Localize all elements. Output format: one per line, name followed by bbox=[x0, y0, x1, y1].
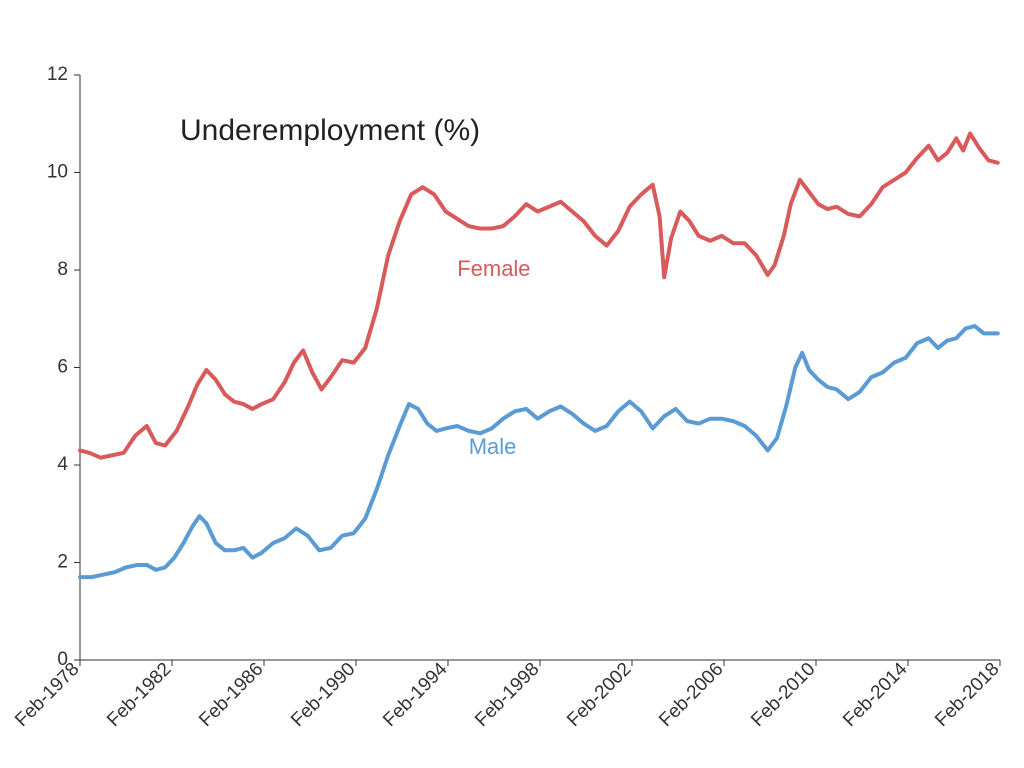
chart-title: Underemployment (%) bbox=[180, 114, 480, 147]
y-tick-label: 10 bbox=[47, 162, 68, 183]
series-label-male: Male bbox=[469, 434, 517, 459]
y-tick-label: 6 bbox=[57, 357, 68, 378]
y-tick-label: 2 bbox=[57, 552, 68, 573]
chart-bg bbox=[0, 0, 1024, 768]
y-tick-label: 12 bbox=[47, 64, 68, 85]
chart-container: 024681012Feb-1978Feb-1982Feb-1986Feb-199… bbox=[0, 0, 1024, 768]
y-tick-label: 4 bbox=[57, 454, 68, 475]
y-tick-label: 8 bbox=[57, 259, 68, 280]
underemployment-line-chart: 024681012Feb-1978Feb-1982Feb-1986Feb-199… bbox=[0, 0, 1024, 768]
series-label-female: Female bbox=[457, 256, 530, 281]
